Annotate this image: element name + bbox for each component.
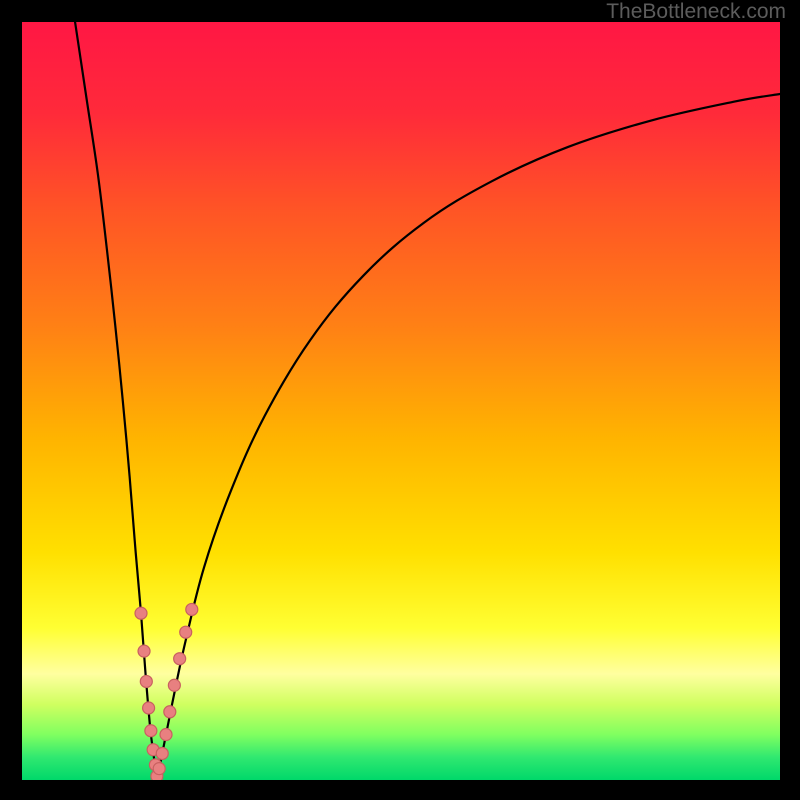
marker-point	[145, 725, 157, 737]
marker-point	[143, 702, 155, 714]
chart-svg	[22, 22, 780, 780]
attribution-text: TheBottleneck.com	[606, 0, 786, 24]
curve-right	[157, 94, 780, 780]
marker-point	[164, 706, 176, 718]
curve-left	[75, 22, 157, 780]
marker-point	[135, 607, 147, 619]
markers-group	[135, 603, 198, 780]
marker-point	[156, 747, 168, 759]
marker-point	[138, 645, 150, 657]
plot-area	[22, 22, 780, 780]
marker-point	[160, 729, 172, 741]
marker-point	[180, 626, 192, 638]
marker-point	[168, 679, 180, 691]
marker-point	[140, 675, 152, 687]
marker-point	[174, 653, 186, 665]
marker-point	[186, 603, 198, 615]
marker-point	[153, 763, 165, 775]
